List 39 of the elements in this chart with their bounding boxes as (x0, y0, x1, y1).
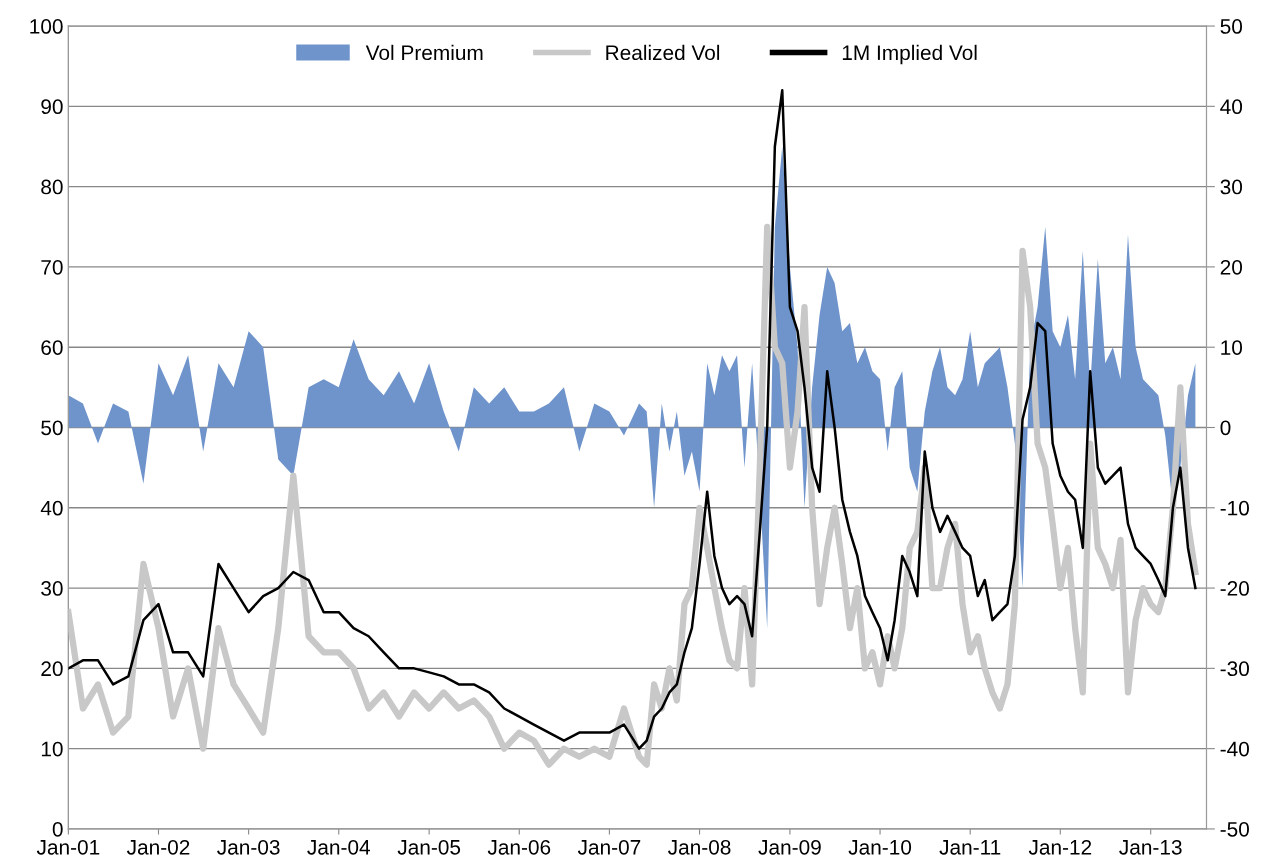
y-tick-label: 100 (30, 19, 63, 34)
y2-tick-label: -50 (1220, 821, 1249, 837)
x-tick-label: Jan-05 (397, 839, 461, 855)
x-tick-label: Jan-11 (939, 840, 1001, 855)
x-tick-label: Jan-06 (487, 839, 551, 855)
y-tick-label: 60 (41, 340, 63, 355)
x-tick-label: Jan-10 (848, 839, 912, 855)
y-tick-label: 40 (40, 500, 63, 516)
y2-tick-label: -20 (1220, 581, 1249, 596)
y2-tick-label: 40 (1220, 99, 1243, 115)
y-tick-label: 10 (41, 741, 63, 757)
y2-tick-label: 10 (1221, 340, 1243, 355)
y2-tick-label: 30 (1220, 179, 1243, 195)
y2-tick-label: 20 (1220, 259, 1243, 275)
x-tick-label: Jan-07 (577, 839, 641, 855)
y2-tick-label: 0 (1220, 420, 1231, 436)
y2-tick-label: -40 (1220, 741, 1249, 757)
x-tick-label: Jan-09 (758, 839, 821, 855)
y-tick-label: 20 (41, 661, 63, 677)
y2-tick-label: 50 (1220, 19, 1243, 34)
x-tick-label: Jan-03 (217, 839, 280, 855)
x-tick-label: Jan-08 (668, 839, 731, 855)
x-tick-label: Jan-13 (1119, 839, 1182, 855)
x-tick-label: Jan-04 (307, 839, 370, 855)
x-tick-label: Jan-02 (126, 839, 190, 855)
y-tick-label: 0 (52, 821, 63, 837)
line-series (68, 89, 1197, 750)
y-tick-label: 30 (41, 581, 63, 596)
legend-label: Vol Premium (365, 44, 483, 61)
y-tick-label: 70 (41, 259, 63, 275)
y-tick-label: 80 (41, 179, 63, 195)
y2-tick-label: -30 (1220, 661, 1249, 677)
x-tick-label: Jan-01 (36, 839, 100, 855)
x-tick-label: Jan-12 (1028, 839, 1092, 855)
y-tick-label: 90 (41, 99, 63, 115)
y2-tick-label: -10 (1220, 500, 1249, 516)
legend-label: Realized Vol (606, 44, 720, 61)
y-tick-label: 50 (41, 420, 63, 436)
legend-label: 1M Implied Vol (842, 44, 977, 65)
